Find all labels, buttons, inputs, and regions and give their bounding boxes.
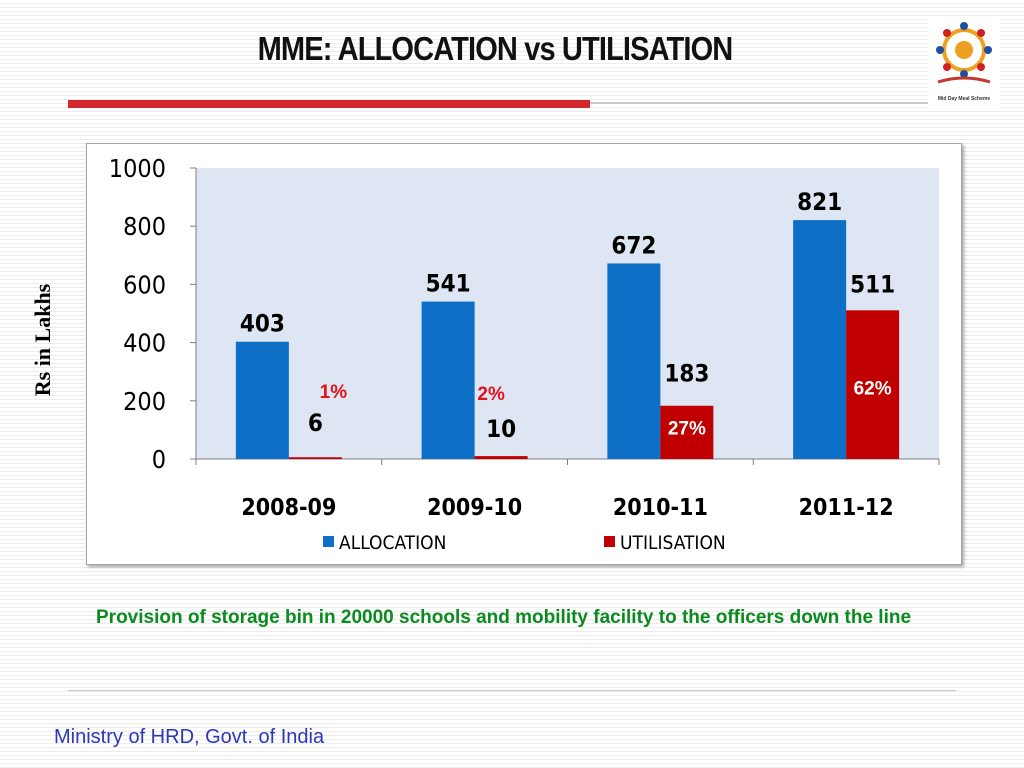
x-tick-label: 2008-09 [241, 495, 336, 521]
allocation-data-label: 541 [426, 270, 471, 298]
utilisation-data-label: 511 [850, 270, 895, 298]
y-tick-label: 400 [123, 329, 166, 358]
mid-day-meal-scheme-logo-icon [936, 22, 992, 84]
y-tick-label: 0 [152, 445, 166, 474]
slide-title: MME: ALLOCATION vs UTILISATION [257, 30, 734, 67]
utilisation-percent-label: 62% [854, 378, 892, 399]
allocation-data-label: 672 [611, 231, 656, 259]
legend-label-utilisation: UTILISATION [620, 532, 726, 554]
utilisation-data-label: 6 [308, 409, 323, 437]
allocation-bar [607, 263, 661, 459]
x-tick-label: 2011-12 [799, 495, 894, 521]
utilisation-bar [846, 310, 900, 459]
logo-caption: Mid Day Meal Scheme [937, 96, 991, 102]
caption-text: Provision of storage bin in 20000 school… [96, 607, 912, 628]
utilisation-data-label: 183 [664, 360, 709, 388]
y-tick-label: 800 [123, 212, 166, 241]
allocation-bar [421, 301, 475, 459]
utilisation-percent-label: 27% [668, 419, 706, 440]
utilisation-bar [288, 457, 342, 459]
x-tick-label: 2010-11 [613, 495, 708, 521]
mid-day-meal-scheme-logo: Mid Day Meal Scheme [928, 16, 1000, 108]
bottom-rule [68, 690, 956, 691]
legend-swatch-allocation [323, 536, 334, 547]
legend-label-allocation: ALLOCATION [339, 532, 446, 554]
allocation-bar [793, 220, 847, 459]
footer-text: Ministry of HRD, Govt. of India [54, 726, 325, 748]
allocation-data-label: 821 [797, 188, 842, 216]
bar-chart: 0 200 400 600 800 1000 403 6 1% 2008-09 541 10 2% 200… [109, 154, 940, 554]
title-rule-extension [590, 102, 955, 104]
utilisation-data-label: 10 [486, 415, 516, 443]
utilisation-percent-label: 2% [477, 384, 505, 405]
allocation-bar [235, 341, 289, 459]
y-tick-label: 200 [123, 387, 166, 416]
y-axis-title-text: Rs in Lakhs [30, 283, 55, 397]
y-tick-label: 600 [123, 270, 166, 299]
utilisation-percent-label: 1% [320, 382, 348, 403]
title-rule [68, 100, 590, 108]
y-tick-label: 1000 [109, 154, 166, 183]
x-tick-label: 2009-10 [427, 495, 522, 521]
chart-frame: 0 200 400 600 800 1000 403 6 1% 2008-09 541 10 2% 200… [86, 143, 962, 565]
utilisation-bar [474, 456, 528, 459]
utilisation-bar [660, 405, 714, 459]
legend-swatch-utilisation [604, 536, 615, 547]
allocation-data-label: 403 [240, 310, 285, 338]
